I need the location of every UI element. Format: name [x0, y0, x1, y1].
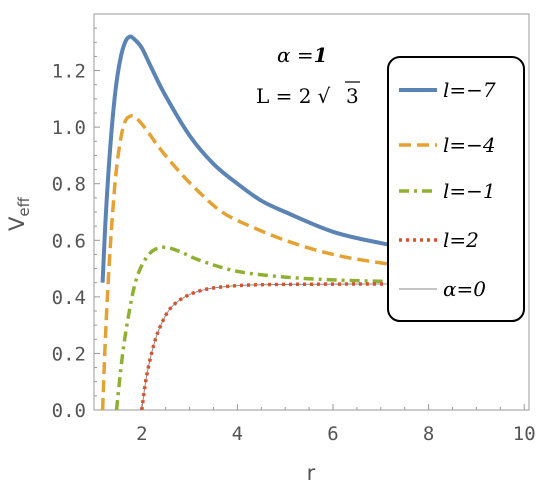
series-line-1: [100, 113, 525, 410]
x-tick-label: 4: [232, 423, 243, 445]
l-annotation: L = 2 √: [256, 84, 330, 108]
series-line-3: [140, 282, 525, 410]
y-tick-label: 0.8: [52, 174, 86, 196]
legend-label-2: l=−1: [443, 179, 496, 203]
series-line-0: [100, 34, 525, 283]
y-tick-label: 0.6: [52, 230, 86, 252]
legend-label-1: l=−4: [443, 133, 496, 157]
y-axis-title-sub: eff: [15, 196, 33, 216]
sqrt-argument: 3: [346, 84, 359, 108]
x-tick-label: 10: [513, 423, 536, 445]
x-tick-label: 6: [327, 423, 338, 445]
legend-label-3: l=2: [443, 228, 479, 252]
y-axis-title: Veff: [5, 196, 33, 231]
legend-label-4: α=0: [443, 277, 486, 301]
alpha-symbol: α: [277, 43, 291, 67]
alpha-equals: =: [291, 43, 314, 67]
legend-box: [387, 56, 525, 322]
y-axis-title-main: V: [5, 216, 29, 231]
y-tick-label: 1.2: [52, 61, 86, 83]
legend: l=−7 l=−4 l=−1 l=2 α=0: [399, 78, 496, 301]
x-axis-title: r: [307, 461, 316, 485]
x-tick-label: 8: [423, 423, 434, 445]
alpha-value: 1: [314, 43, 328, 67]
sqrt-symbol: √: [317, 84, 330, 108]
legend-label-0: l=−7: [443, 78, 496, 102]
y-tick-label: 0.2: [52, 343, 86, 365]
y-tick-label: 1.0: [52, 117, 86, 139]
l-annotation-text: L = 2: [256, 84, 311, 108]
x-tick-label: 2: [136, 423, 147, 445]
y-tick-label: 0.4: [52, 287, 86, 309]
ticks: 2 4 6 8 10 0.0 0.2 0.4 0.6 0.8 1.0 1.2: [52, 27, 536, 445]
alpha-annotation: α =1: [277, 43, 328, 67]
y-tick-label: 0.0: [52, 400, 86, 422]
